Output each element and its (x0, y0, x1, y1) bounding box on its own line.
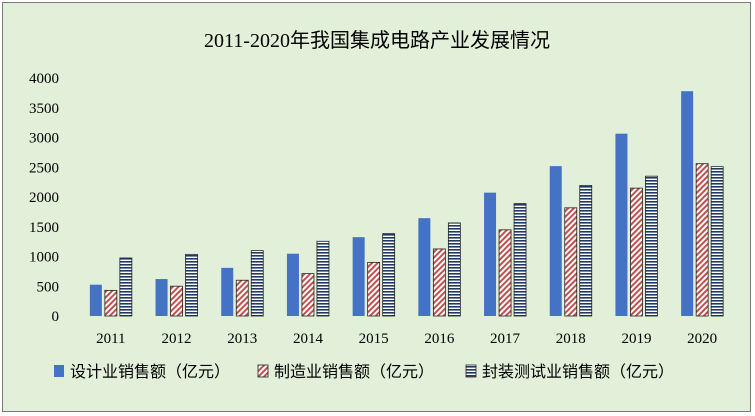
y-tick-label: 500 (37, 279, 60, 295)
chart-title: 2011-2020年我国集成电路产业发展情况 (204, 29, 550, 52)
y-tick-label: 2000 (29, 190, 59, 206)
y-tick-label: 3500 (29, 101, 59, 117)
y-axis: 0 500 1000 1500 2000 2500 3000 3500 4000 (29, 71, 59, 325)
bar (382, 233, 396, 317)
bar (367, 261, 381, 317)
bar (316, 240, 330, 317)
legend-swatch (54, 365, 64, 377)
bar (564, 207, 578, 317)
bar (630, 187, 643, 317)
bar (185, 253, 198, 317)
legend-swatch (257, 364, 269, 378)
x-tick-label: 2015 (359, 331, 389, 347)
y-tick-label: 3000 (29, 131, 59, 147)
bar (681, 91, 694, 316)
bar (235, 279, 249, 317)
x-tick-label: 2018 (556, 331, 586, 347)
bar (119, 257, 133, 317)
x-axis: 2011 2012 2013 2014 2015 2016 2017 2018 2019 2020 (96, 331, 717, 347)
legend-swatch (465, 364, 477, 378)
x-tick-label: 2019 (621, 331, 651, 347)
bar (710, 166, 724, 317)
x-tick-label: 2017 (490, 331, 521, 347)
bar (155, 279, 168, 316)
x-tick-label: 2016 (424, 331, 455, 347)
bar (513, 203, 527, 317)
x-tick-label: 2011 (96, 331, 125, 347)
bar (89, 284, 102, 316)
bar (447, 222, 461, 317)
x-tick-label: 2012 (162, 331, 192, 347)
bar (645, 175, 658, 317)
x-tick-label: 2014 (293, 331, 324, 347)
bar (104, 289, 118, 317)
bar (432, 248, 446, 317)
x-tick-label: 2020 (687, 331, 717, 347)
bar (221, 267, 234, 316)
y-tick-label: 2500 (29, 160, 59, 176)
y-tick-label: 4000 (29, 71, 59, 87)
bar (286, 253, 299, 316)
bar (250, 250, 264, 317)
bar (695, 163, 709, 317)
x-tick-label: 2013 (227, 331, 257, 347)
bars (89, 91, 724, 317)
y-tick-label: 1500 (29, 220, 59, 236)
bar (301, 273, 315, 317)
bar (352, 237, 365, 316)
legend-label: 设计业销售额（亿元） (70, 363, 230, 381)
y-tick-label: 1000 (29, 250, 59, 266)
bar (170, 285, 183, 317)
bar (418, 218, 431, 316)
bar (549, 166, 562, 316)
y-tick-label: 0 (52, 309, 60, 325)
bar (615, 133, 628, 316)
bar (484, 192, 497, 316)
legend-label: 封装测试业销售额（亿元） (482, 363, 674, 381)
legend-label: 制造业销售额（亿元） (274, 363, 434, 381)
bar (498, 229, 512, 317)
bar (579, 185, 593, 317)
legend: 设计业销售额（亿元） 制造业销售额（亿元） 封装测试业销售额（亿元） (54, 363, 674, 381)
